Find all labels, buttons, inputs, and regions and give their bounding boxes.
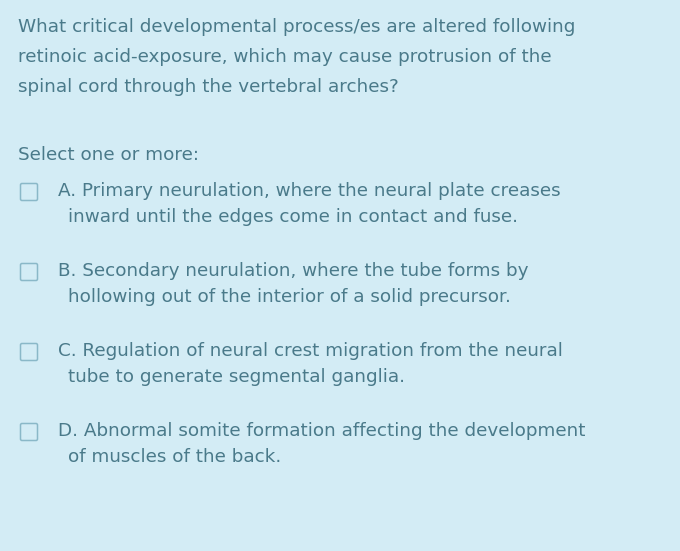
FancyBboxPatch shape: [20, 343, 37, 360]
Text: retinoic acid-exposure, which may cause protrusion of the: retinoic acid-exposure, which may cause …: [18, 48, 551, 66]
Text: Select one or more:: Select one or more:: [18, 146, 199, 164]
FancyBboxPatch shape: [20, 263, 37, 280]
Text: C. Regulation of neural crest migration from the neural: C. Regulation of neural crest migration …: [58, 342, 563, 360]
Text: inward until the edges come in contact and fuse.: inward until the edges come in contact a…: [68, 208, 518, 226]
Text: of muscles of the back.: of muscles of the back.: [68, 448, 282, 466]
Text: What critical developmental process/es are altered following: What critical developmental process/es a…: [18, 18, 575, 36]
Text: spinal cord through the vertebral arches?: spinal cord through the vertebral arches…: [18, 78, 398, 96]
Text: tube to generate segmental ganglia.: tube to generate segmental ganglia.: [68, 368, 405, 386]
Text: B. Secondary neurulation, where the tube forms by: B. Secondary neurulation, where the tube…: [58, 262, 528, 280]
Text: D. Abnormal somite formation affecting the development: D. Abnormal somite formation affecting t…: [58, 422, 585, 440]
Text: hollowing out of the interior of a solid precursor.: hollowing out of the interior of a solid…: [68, 288, 511, 306]
FancyBboxPatch shape: [20, 424, 37, 440]
Text: A. Primary neurulation, where the neural plate creases: A. Primary neurulation, where the neural…: [58, 182, 560, 200]
FancyBboxPatch shape: [20, 183, 37, 201]
